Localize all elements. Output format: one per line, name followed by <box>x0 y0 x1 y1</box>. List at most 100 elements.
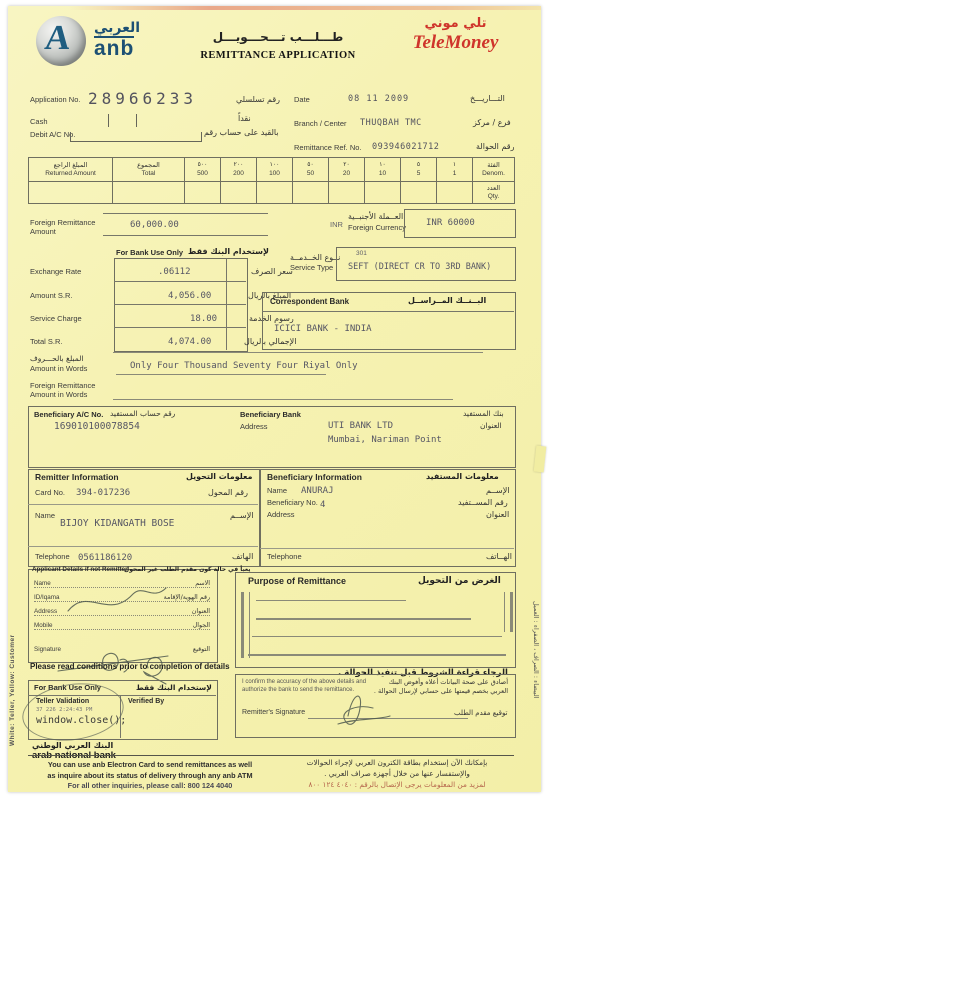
amount-sr-arabic: المبلغ بالريال <box>248 291 292 300</box>
purpose-header-ar: الغرض من التحويل <box>418 576 501 586</box>
qty-1-cell[interactable] <box>436 181 473 204</box>
telemoney-logo: TeleMoney <box>412 32 499 53</box>
rate-row-line-2 <box>114 304 246 305</box>
denominations-table: المبلغ الراجع Returned Amount المجموع Tota… <box>28 157 515 204</box>
qty-200-cell[interactable] <box>220 181 257 204</box>
teller-validation-label: Teller Validation <box>36 698 90 705</box>
teller-divider-h <box>28 695 216 696</box>
remitter-tel-label: Telephone <box>35 552 70 561</box>
beneficiary-info-header: Beneficiary Information <box>267 472 362 482</box>
debit-arabic: بالقيد على حساب رقم <box>204 128 279 137</box>
exchange-rate-value: .06112 <box>158 267 191 277</box>
service-charge-label: Service Charge <box>30 314 82 323</box>
beneficiary-bank-arabic: بنك المستفيد <box>463 409 504 418</box>
declaration-en-2: authorize the bank to send the remittanc… <box>242 687 355 693</box>
foreign-amount-value: 60,000.00 <box>130 220 179 230</box>
applicant-name-row[interactable]: Name الاسم <box>34 580 210 588</box>
purpose-bracket-left <box>241 592 250 658</box>
rate-row-line-3 <box>114 327 246 328</box>
remitter-tel-arabic: الهاتف <box>232 552 254 561</box>
beneficiary-bank-name: UTI BANK LTD <box>328 421 394 431</box>
currency-code: INR <box>330 220 343 229</box>
service-type-box[interactable] <box>336 247 516 281</box>
qty-100-cell[interactable] <box>256 181 293 204</box>
scan-artifact-tab <box>533 445 547 473</box>
footer-en-line3: For all other inquiries, please call: 80… <box>67 781 233 791</box>
exchange-rate-label: Exchange Rate <box>30 267 82 276</box>
purpose-line-3[interactable] <box>252 636 502 637</box>
beneficiary-name-label: Name <box>267 486 288 495</box>
beneficiary-info-box <box>260 469 516 567</box>
total-cell[interactable] <box>112 181 185 204</box>
denom-returned-header: المبلغ الراجع Returned Amount <box>28 157 113 182</box>
amount-sr-value: 4,056.00 <box>168 291 212 301</box>
applicant-mobile-row[interactable]: Mobile الجوال <box>34 622 210 630</box>
qty-5-cell[interactable] <box>400 181 437 204</box>
total-sr-value: 4,074.00 <box>168 337 212 347</box>
signature-arabic-label: توقيع مقدم الطلب <box>454 709 508 717</box>
denom-10: ١٠ 10 <box>364 157 401 182</box>
applicant-address-row[interactable]: Address العنوان <box>34 608 210 616</box>
qty-20-cell[interactable] <box>328 181 365 204</box>
foreign-words-line[interactable] <box>113 399 453 400</box>
beneficiary-bank-city: Mumbai, Nariman Point <box>328 435 442 445</box>
branch-value: THUQBAH TMC <box>360 118 422 128</box>
beneficiary-addr-label: Address <box>267 510 295 519</box>
remittance-ref-label: Remittance Ref. No. <box>294 143 362 152</box>
cash-tick-2 <box>136 114 137 127</box>
declaration-ar-1: أصادق على صحة البيانات أعلاه وأفوض البنك <box>388 678 508 686</box>
applicant-id-row[interactable]: ID/Iqama رقم الهوية/الإقامة <box>34 594 210 602</box>
applicant-header: Applicant Details if not Remitter <box>32 566 128 573</box>
beneficiary-ac-label: Beneficiary A/C No. <box>34 410 104 419</box>
returned-amount-cell[interactable] <box>28 181 113 204</box>
applicant-signature-row[interactable]: Signature التوقيع <box>34 646 210 653</box>
date-label: Date <box>294 95 310 104</box>
service-charge-value: 18.00 <box>190 314 218 324</box>
amount-words-value: Only Four Thousand Seventy Four Riyal On… <box>130 361 358 371</box>
purpose-line-1[interactable] <box>256 600 406 601</box>
purpose-line-4[interactable] <box>248 654 506 656</box>
branch-arabic: فرع / مركز <box>473 118 511 127</box>
beneficiary-name-value: ANURAJ <box>301 486 334 496</box>
cash-label: Cash <box>30 117 48 126</box>
rate-row-line-1 <box>114 281 246 282</box>
cash-arabic: نقداً <box>238 114 251 123</box>
remitter-tel-value: 0561186120 <box>78 553 133 563</box>
remitter-divider-2 <box>28 546 258 547</box>
foreign-currency-box[interactable] <box>404 209 516 238</box>
denom-100: ١٠٠ 100 <box>256 157 293 182</box>
remitter-info-header-ar: معلومات التحويل <box>186 472 253 481</box>
copy-note-right-vertical: البيضاء : الصراف ، الصفراء : العميل <box>532 601 540 699</box>
amount-words-label: Amount in Words <box>30 364 88 373</box>
total-sr-arabic: الإجمالي بالريال <box>244 337 297 346</box>
service-type-label: Service Type <box>290 263 334 272</box>
beneficiary-no-arabic: رقم المســتفيد <box>458 498 508 507</box>
remitter-info-header: Remitter Information <box>35 472 119 482</box>
correspondent-bank-arabic: البــنــك المــراســل <box>408 296 487 305</box>
remittance-ref-value: 093946021712 <box>372 142 440 152</box>
denom-500: ٥٠٠ 500 <box>184 157 221 182</box>
words-topline <box>113 352 483 353</box>
correspondent-bank-box <box>262 292 516 350</box>
scan-artifact-top <box>68 6 541 10</box>
denom-total-header: المجموع Total <box>112 157 185 182</box>
footer-en-line1: You can use anb Electron Card to send re… <box>47 760 253 769</box>
beneficiary-name-arabic: الإســم <box>486 486 510 495</box>
beneficiary-tel-arabic: الهــاتف <box>486 552 512 561</box>
remitter-signature-line[interactable] <box>308 718 468 719</box>
footer-ar-line1: بإمكانك الآن إستخدام بطاقة الكترون العرب… <box>306 758 488 767</box>
teller-header-ar: لإستخدام البنك فقط <box>136 683 212 692</box>
qty-10-cell[interactable] <box>364 181 401 204</box>
qty-500-cell[interactable] <box>184 181 221 204</box>
qty-50-cell[interactable] <box>292 181 329 204</box>
beneficiary-bank-address-label: Address <box>240 422 268 431</box>
purpose-box <box>235 572 516 668</box>
anb-logo-arabic: العربي <box>94 20 141 36</box>
footer-arabic: بإمكانك الآن إستخدام بطاقة الكترون العرب… <box>280 758 514 791</box>
purpose-line-2[interactable] <box>256 618 471 620</box>
footer-ar-line3: لمزيد من المعلومات يرجى الإتصال بالرقم :… <box>308 779 486 789</box>
debit-ac-field[interactable] <box>70 132 202 142</box>
application-no-label: Application No. <box>30 95 81 104</box>
